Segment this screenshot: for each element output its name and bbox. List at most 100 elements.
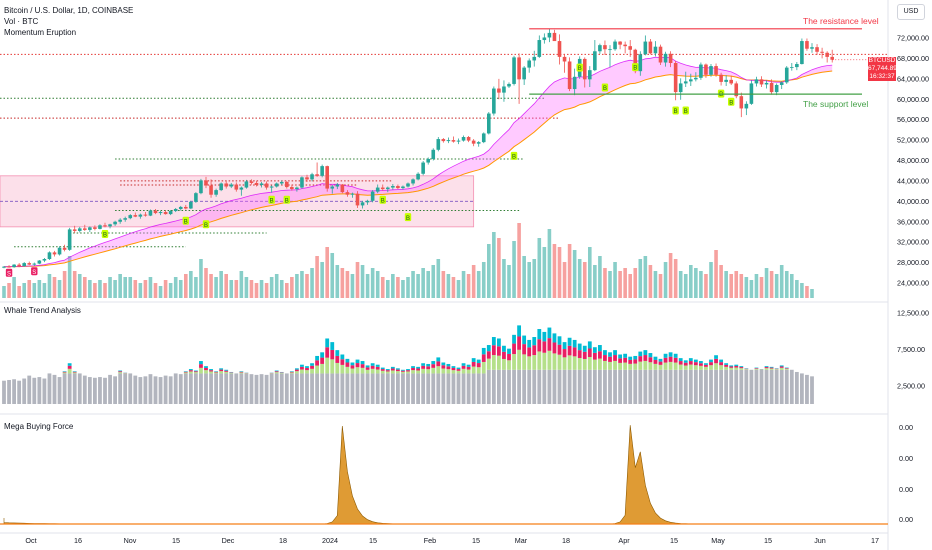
candle-body <box>285 181 289 188</box>
whale-bar-segment <box>62 371 67 372</box>
whale-bar-segment <box>289 372 294 374</box>
whale-bar-segment <box>658 361 663 365</box>
candle-body <box>598 45 602 52</box>
volume-bar <box>492 232 496 298</box>
candle-body <box>315 174 319 176</box>
whale-bar-base <box>315 373 319 404</box>
candle-body <box>234 184 239 190</box>
candle-body <box>72 229 77 231</box>
whale-bar-segment <box>446 366 451 370</box>
whale-bar-segment <box>390 370 395 374</box>
whale-bar-segment <box>486 345 491 352</box>
whale-bar-base <box>451 373 456 404</box>
mega-tick-label: 0.00 <box>899 515 913 524</box>
whale-bar-segment <box>461 368 466 374</box>
whale-bar-base <box>370 373 375 404</box>
whale-bar-base <box>693 369 698 404</box>
volume-bar <box>451 277 456 298</box>
candles-layer <box>2 28 834 269</box>
whale-bar-segment <box>769 368 774 370</box>
whale-bar-segment <box>719 359 723 363</box>
whale-bar-base <box>628 369 633 404</box>
whale-bar-base <box>714 369 718 404</box>
whale-bar-base <box>93 377 97 404</box>
volume-bar <box>138 283 143 298</box>
volume-bar <box>118 274 122 298</box>
candle-body <box>184 206 188 209</box>
volume-bar <box>335 265 340 298</box>
volume-bar <box>42 283 47 298</box>
indicator-legend: Momentum Eruption <box>4 28 77 37</box>
whale-bar-segment <box>350 365 355 369</box>
volume-bar <box>461 271 466 298</box>
candle-body <box>249 181 254 183</box>
signal-letter: B <box>381 198 385 204</box>
whale-bar-segment <box>557 354 562 370</box>
volume-bar <box>290 277 294 298</box>
whale-bar-segment <box>416 366 420 369</box>
candle-body <box>103 225 107 227</box>
whale-bar-segment <box>219 368 224 370</box>
whale-bar-base <box>168 376 173 404</box>
whale-bar-base <box>789 369 794 404</box>
whale-bar-segment <box>436 366 441 374</box>
volume-bar <box>714 250 718 298</box>
whale-bar-segment <box>274 371 279 373</box>
whale-bar-segment <box>209 371 213 374</box>
candle-body <box>714 66 718 75</box>
whale-bar-segment <box>219 369 224 372</box>
volume-bar <box>552 244 557 298</box>
whale-bar-segment <box>300 364 304 367</box>
candle-body <box>290 187 294 190</box>
candle-body <box>663 53 668 63</box>
whale-bar-segment <box>426 363 431 367</box>
whale-bar-segment <box>446 369 451 374</box>
signal-buy <box>728 97 735 106</box>
volume-bar <box>83 277 87 298</box>
whale-bar-base <box>123 373 128 404</box>
whale-bar-segment <box>693 365 698 370</box>
whale-bar-segment <box>380 369 385 371</box>
candle-body <box>209 185 213 195</box>
candle-body <box>699 64 703 78</box>
volume-bar <box>269 277 274 298</box>
whale-bar-base <box>244 373 249 404</box>
support-label: The support level <box>803 99 869 109</box>
whale-bar-segment <box>502 351 506 359</box>
signal-letter: B <box>719 92 723 98</box>
whale-bar-base <box>77 373 82 404</box>
candle-body <box>118 219 122 222</box>
signal-letter: S <box>32 270 36 276</box>
volume-bar <box>598 256 602 298</box>
candle-body <box>628 46 632 50</box>
candle-body <box>133 215 138 217</box>
candle-body <box>93 227 97 229</box>
whale-bar-base <box>638 369 643 404</box>
signal-buy <box>101 230 109 238</box>
whale-bar-segment <box>532 345 537 356</box>
volume-bar <box>234 280 239 298</box>
whale-bar-segment <box>527 339 532 348</box>
whale-bar-base <box>82 375 87 404</box>
candle-body <box>603 45 607 50</box>
whale-bar-segment <box>633 355 638 360</box>
whale-bar-segment <box>764 367 769 369</box>
whale-bar-segment <box>719 365 723 370</box>
whale-bar-base <box>173 373 178 404</box>
signal-letter: B <box>512 155 516 161</box>
whale-bar-segment <box>628 363 633 370</box>
volume-bar <box>542 247 547 298</box>
candle-body <box>739 96 744 109</box>
candle-body <box>178 206 183 209</box>
currency-button[interactable]: USD <box>897 4 925 20</box>
whale-bar-segment <box>688 358 693 362</box>
whale-bar-segment <box>300 369 304 374</box>
volume-bar <box>27 280 32 298</box>
whale-bar-segment <box>345 362 350 367</box>
volume-bar <box>239 271 244 298</box>
whale-bar-segment <box>118 371 123 373</box>
whale-bar-base <box>224 373 229 404</box>
whale-bar-base <box>744 369 749 404</box>
